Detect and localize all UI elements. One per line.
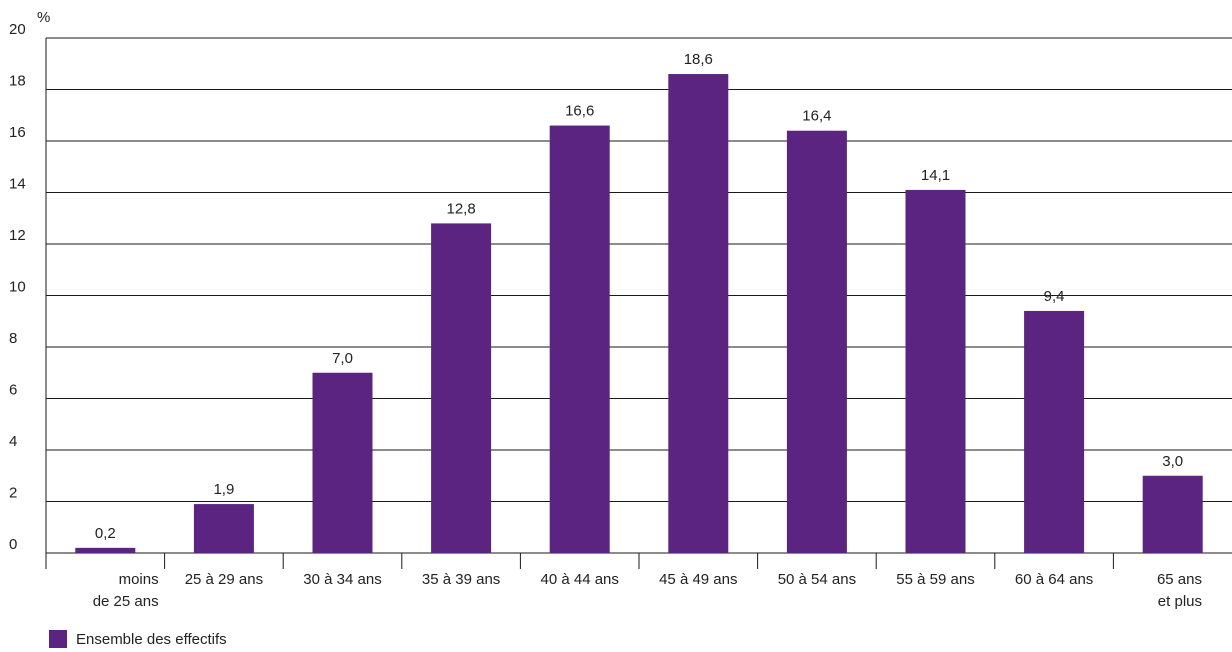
bar: [75, 547, 136, 553]
data-label: 14,1: [921, 167, 950, 184]
x-tick-label: 65 ans et plus: [1157, 571, 1202, 610]
data-label: 7,0: [332, 350, 353, 367]
data-label: 16,4: [802, 108, 831, 125]
data-label: 18,6: [684, 51, 713, 68]
y-tick-label: 18: [9, 73, 26, 90]
bar: [549, 125, 610, 554]
x-tick-label: 45 à 49 ans: [659, 571, 737, 588]
x-tick-label: 50 à 54 ans: [778, 571, 856, 588]
x-tick-label: 40 à 44 ans: [540, 571, 618, 588]
legend-swatch: [49, 630, 67, 648]
y-tick-label: 2: [9, 485, 17, 502]
y-tick-label: 8: [9, 330, 17, 347]
gridlines: [46, 37, 1232, 554]
bar: [1024, 310, 1085, 553]
data-label: 1,9: [213, 481, 234, 498]
y-tick-label: 12: [9, 227, 26, 244]
x-axis: moins de 25 ans 25 à 29 ans 30 à 34 ans 35 à…: [93, 553, 1202, 610]
y-tick-label: 0: [9, 536, 17, 553]
bar: [431, 223, 492, 553]
bar: [312, 372, 373, 553]
y-tick-label: 16: [9, 124, 26, 141]
legend: Ensemble des effectifs: [49, 628, 227, 650]
bar: [786, 130, 847, 553]
y-tick-label: 20: [9, 21, 26, 38]
bar: [193, 504, 254, 553]
bar: [668, 74, 729, 554]
data-label: 12,8: [446, 200, 475, 217]
y-axis: % 0 2 4 6 8 10 12 14 16 18 20: [9, 9, 50, 569]
y-axis-label: %: [37, 9, 50, 26]
x-tick-label: 55 à 59 ans: [896, 571, 974, 588]
x-tick-label: 60 à 64 ans: [1015, 571, 1093, 588]
bar: [905, 189, 966, 554]
data-label: 16,6: [565, 103, 594, 120]
y-tick-label: 14: [9, 176, 26, 193]
y-tick-label: 6: [9, 382, 17, 399]
y-tick-label: 4: [9, 433, 17, 450]
x-tick-label: 35 à 39 ans: [422, 571, 500, 588]
bar-chart: % 0 2 4 6 8 10 12 14 16 18 20 0,2 1,9 7,0 12,8 16,6 18,…: [9, 9, 1232, 610]
x-tick-label: 30 à 34 ans: [303, 571, 381, 588]
bars: 0,2 1,9 7,0 12,8 16,6 18,6 16,4 14,1 9,4 3,0: [75, 51, 1203, 554]
data-label: 3,0: [1162, 453, 1183, 470]
x-tick-label: moins de 25 ans: [93, 571, 159, 610]
x-tick-label: 25 à 29 ans: [185, 571, 263, 588]
y-tick-label: 10: [9, 279, 26, 296]
bar: [1142, 475, 1203, 553]
data-label: 9,4: [1044, 288, 1065, 305]
legend-label: Ensemble des effectifs: [76, 630, 227, 648]
data-label: 0,2: [95, 525, 116, 542]
